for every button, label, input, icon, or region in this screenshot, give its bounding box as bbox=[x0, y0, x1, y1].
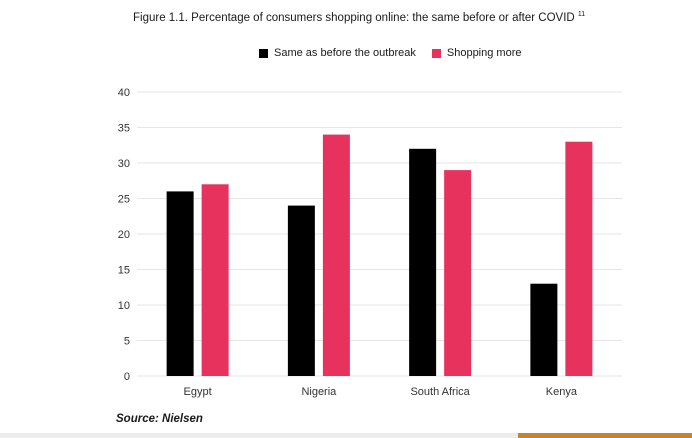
bar-egypt-more bbox=[201, 184, 229, 376]
y-tick-label-25: 25 bbox=[118, 194, 130, 206]
y-tick-label-20: 20 bbox=[118, 229, 130, 241]
y-tick-label-5: 5 bbox=[124, 336, 130, 348]
x-tick-label-egypt: Egypt bbox=[184, 386, 212, 398]
bar-south-africa-more bbox=[444, 170, 472, 376]
legend-swatch-same bbox=[259, 48, 268, 58]
bar-nigeria-same bbox=[287, 205, 315, 376]
y-tick-label-15: 15 bbox=[118, 265, 130, 277]
figure-title: Figure 1.1. Percentage of consumers shop… bbox=[133, 11, 585, 24]
legend-item-more: Shopping more bbox=[431, 47, 522, 59]
y-tick-label-35: 35 bbox=[118, 123, 130, 135]
figure-title-footnote: 11 bbox=[577, 11, 586, 18]
page-bottom-accent bbox=[518, 433, 692, 438]
legend-swatch-more bbox=[431, 48, 441, 58]
bar-egypt-same bbox=[166, 191, 194, 376]
y-tick-label-30: 30 bbox=[118, 158, 130, 170]
bar-kenya-same bbox=[530, 283, 558, 376]
source-note: Source: Nielsen bbox=[116, 413, 203, 425]
page-bottom-strip bbox=[0, 433, 692, 438]
legend-item-same: Same as before the outbreak bbox=[259, 47, 416, 59]
x-tick-label-kenya: Kenya bbox=[546, 386, 578, 398]
bar-kenya-more bbox=[565, 141, 593, 376]
chart-legend: Same as before the outbreak Shopping mor… bbox=[259, 47, 531, 59]
x-tick-label-south-africa: South Africa bbox=[410, 386, 470, 398]
legend-label-same: Same as before the outbreak bbox=[274, 47, 416, 59]
y-tick-label-40: 40 bbox=[118, 87, 130, 99]
legend-label-more: Shopping more bbox=[446, 47, 522, 59]
figure-title-text: Figure 1.1. Percentage of consumers shop… bbox=[133, 11, 575, 24]
bar-south-africa-same bbox=[409, 148, 437, 376]
y-tick-label-10: 10 bbox=[118, 300, 130, 312]
bar-nigeria-more bbox=[322, 134, 350, 376]
x-tick-label-nigeria: Nigeria bbox=[301, 386, 337, 398]
y-tick-label-0: 0 bbox=[124, 371, 130, 383]
